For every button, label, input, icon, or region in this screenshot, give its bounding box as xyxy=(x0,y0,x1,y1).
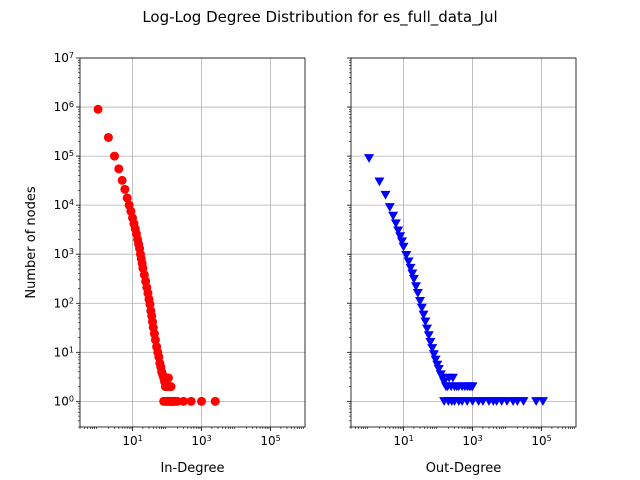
data-point xyxy=(411,282,422,291)
axes-frame xyxy=(350,57,577,428)
data-point xyxy=(388,211,399,221)
data-point xyxy=(430,355,441,365)
data-point xyxy=(416,303,427,313)
data-point xyxy=(114,164,124,174)
x-tick-label: 105 xyxy=(260,434,280,449)
x-tick-label: 103 xyxy=(191,434,211,449)
data-point xyxy=(396,237,407,247)
data-point xyxy=(120,184,130,194)
x-axis-label: Out-Degree xyxy=(426,461,502,476)
x-tick-label: 105 xyxy=(531,434,551,449)
data-point xyxy=(467,382,478,392)
data-point xyxy=(395,232,406,241)
data-point xyxy=(420,317,431,327)
data-point xyxy=(531,397,542,406)
data-point xyxy=(518,397,529,406)
data-point xyxy=(390,219,401,229)
data-point xyxy=(412,288,423,298)
data-point xyxy=(384,203,395,212)
data-point xyxy=(122,193,132,203)
data-point xyxy=(186,396,196,406)
data-point xyxy=(433,365,444,374)
data-point xyxy=(364,154,375,163)
axes-frame xyxy=(79,57,306,428)
y-tick-label: 101 xyxy=(54,345,74,360)
data-point xyxy=(197,396,207,406)
data-point xyxy=(117,175,127,185)
y-tick-label: 107 xyxy=(54,51,74,66)
data-point xyxy=(418,310,429,320)
data-point xyxy=(537,397,548,406)
data-point xyxy=(109,151,119,161)
data-point xyxy=(422,324,433,334)
data-point xyxy=(138,263,148,273)
data-point xyxy=(398,242,409,252)
data-point xyxy=(403,257,414,267)
chart-panel-1: 101 103 105 100 101 102 103 104 105 106 107 In-Degr… xyxy=(24,51,306,476)
data-point xyxy=(405,263,416,273)
data-point xyxy=(427,344,438,353)
data-point xyxy=(166,382,176,392)
y-tick-label: 103 xyxy=(54,247,74,262)
data-point xyxy=(380,190,391,200)
x-tick-label: 101 xyxy=(122,434,142,449)
y-tick-label: 106 xyxy=(54,100,74,115)
data-point xyxy=(401,251,412,260)
data-point xyxy=(150,335,160,345)
data-point xyxy=(93,104,103,114)
data-point xyxy=(414,296,425,306)
x-tick-label: 103 xyxy=(462,434,482,449)
y-tick-label: 100 xyxy=(54,394,74,409)
y-tick-label: 105 xyxy=(54,149,74,164)
y-axis-label: Number of nodes xyxy=(24,186,39,298)
data-point xyxy=(210,396,220,406)
figure-title: Log-Log Degree Distribution for es_full_… xyxy=(142,8,498,26)
y-tick-label: 102 xyxy=(54,296,74,311)
x-axis-label: In-Degree xyxy=(160,461,224,476)
data-point xyxy=(408,274,419,284)
data-point xyxy=(425,338,436,347)
data-point xyxy=(178,396,188,406)
data-point xyxy=(393,226,404,236)
data-point xyxy=(447,373,458,383)
y-tick-label: 104 xyxy=(54,198,74,213)
data-point xyxy=(439,377,450,387)
data-point xyxy=(428,350,439,360)
x-tick-label: 101 xyxy=(393,434,413,449)
data-point xyxy=(407,269,418,279)
data-point xyxy=(163,373,173,383)
data-point xyxy=(103,132,113,142)
data-point xyxy=(374,177,385,187)
data-point xyxy=(423,331,434,341)
chart-panel-2: 101 103 105 Out-Degree xyxy=(347,57,577,476)
